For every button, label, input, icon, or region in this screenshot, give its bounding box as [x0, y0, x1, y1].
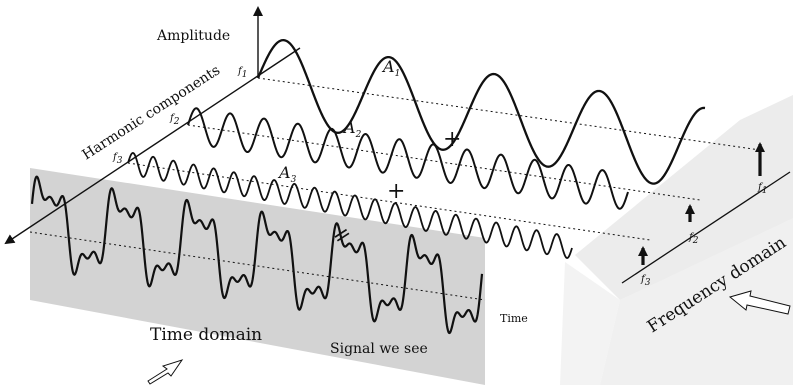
amplitude-a2: A2 — [342, 118, 362, 140]
frequency-axis — [621, 171, 791, 284]
frequency-domain-pointer-arrow — [728, 290, 791, 315]
harmonic-wave-3 — [127, 152, 573, 259]
freq-label-f3-spectrum: f3 — [640, 274, 651, 288]
plus-sign-2: + — [387, 179, 405, 204]
freq-label-f2-spectrum: f2 — [688, 232, 699, 246]
time-domain-pointer-arrow — [147, 359, 184, 385]
harmonic-wave-2 — [187, 107, 629, 210]
time-plane — [30, 168, 485, 385]
frequency-plane-face — [600, 218, 793, 385]
freq-label-f3-axis: f3 — [112, 152, 123, 166]
time-label: Time — [500, 312, 528, 325]
freq-label-f1-spectrum: f1 — [757, 182, 767, 196]
frequency-plane-front — [560, 262, 620, 385]
signal-wave — [30, 175, 484, 335]
freq-label-f1-axis: f1 — [237, 66, 247, 80]
freq-label-f2-axis: f2 — [169, 113, 180, 127]
amplitude-a1: A1 — [381, 57, 400, 79]
plus-sign-1: + — [443, 127, 461, 152]
baseline-time — [29, 231, 486, 301]
harmonic-wave-1 — [256, 38, 706, 185]
harmonic-axis — [4, 47, 301, 245]
amplitude-label: Amplitude — [156, 28, 230, 44]
amplitude-a3: A3 — [277, 163, 297, 185]
signal-we-see-label: Signal we see — [330, 341, 428, 357]
time-domain-label: Time domain — [150, 325, 262, 345]
